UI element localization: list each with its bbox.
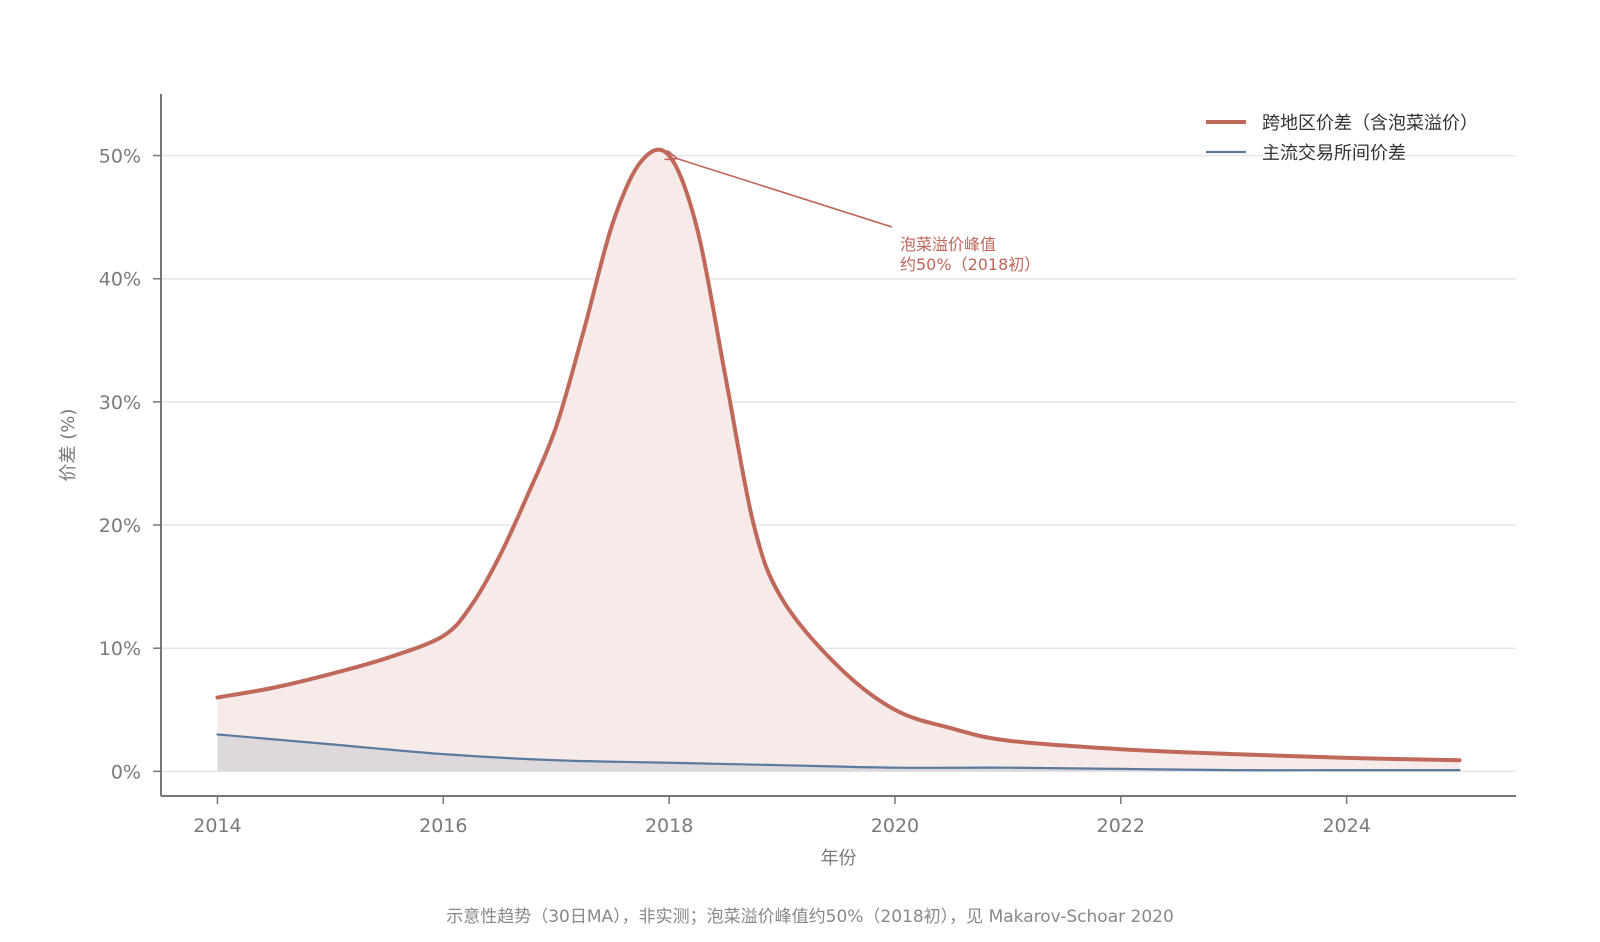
series-area-0	[217, 149, 1460, 772]
x-ticks: 2014 2016 2018 2020 2022 2024	[193, 796, 1371, 837]
y-ticks: 0% 10% 20% 30% 40% 50%	[99, 146, 161, 783]
x-tick-label: 2016	[419, 815, 467, 837]
annotation-line-1: 泡菜溢价峰值	[900, 235, 996, 254]
annotation-line-2: 约50%（2018初）	[900, 255, 1040, 274]
legend-label: 跨地区价差（含泡菜溢价）	[1262, 113, 1478, 134]
series-lines	[215, 147, 1462, 772]
series-line-0	[215, 147, 1462, 763]
legend-label: 主流交易所间价差	[1262, 143, 1406, 164]
y-tick-label: 0%	[111, 761, 141, 783]
x-axis-title: 年份	[821, 848, 857, 869]
x-tick-label: 2020	[871, 815, 919, 837]
y-tick-label: 50%	[99, 146, 141, 168]
x-tick-label: 2018	[645, 815, 693, 837]
series-line-1	[216, 733, 1461, 772]
y-axis-title: 价差 (%)	[58, 409, 79, 482]
x-tick-label: 2014	[193, 815, 241, 837]
y-tick-label: 20%	[99, 515, 141, 537]
x-tick-label: 2024	[1322, 815, 1370, 837]
series-areas	[217, 149, 1460, 772]
annotation-arrow	[677, 159, 893, 228]
footnote: 示意性趋势（30日MA），非实测；泡菜溢价峰值约50%（2018初），见 Mak…	[446, 907, 1174, 927]
peak-annotation: 泡菜溢价峰值 约50%（2018初）	[677, 159, 1040, 274]
y-tick-label: 40%	[99, 269, 141, 291]
x-tick-label: 2022	[1097, 815, 1145, 837]
y-tick-label: 10%	[99, 638, 141, 660]
legend: 跨地区价差（含泡菜溢价） 主流交易所间价差	[1206, 113, 1478, 164]
y-tick-label: 30%	[99, 392, 141, 414]
series-area-1	[217, 734, 1460, 772]
